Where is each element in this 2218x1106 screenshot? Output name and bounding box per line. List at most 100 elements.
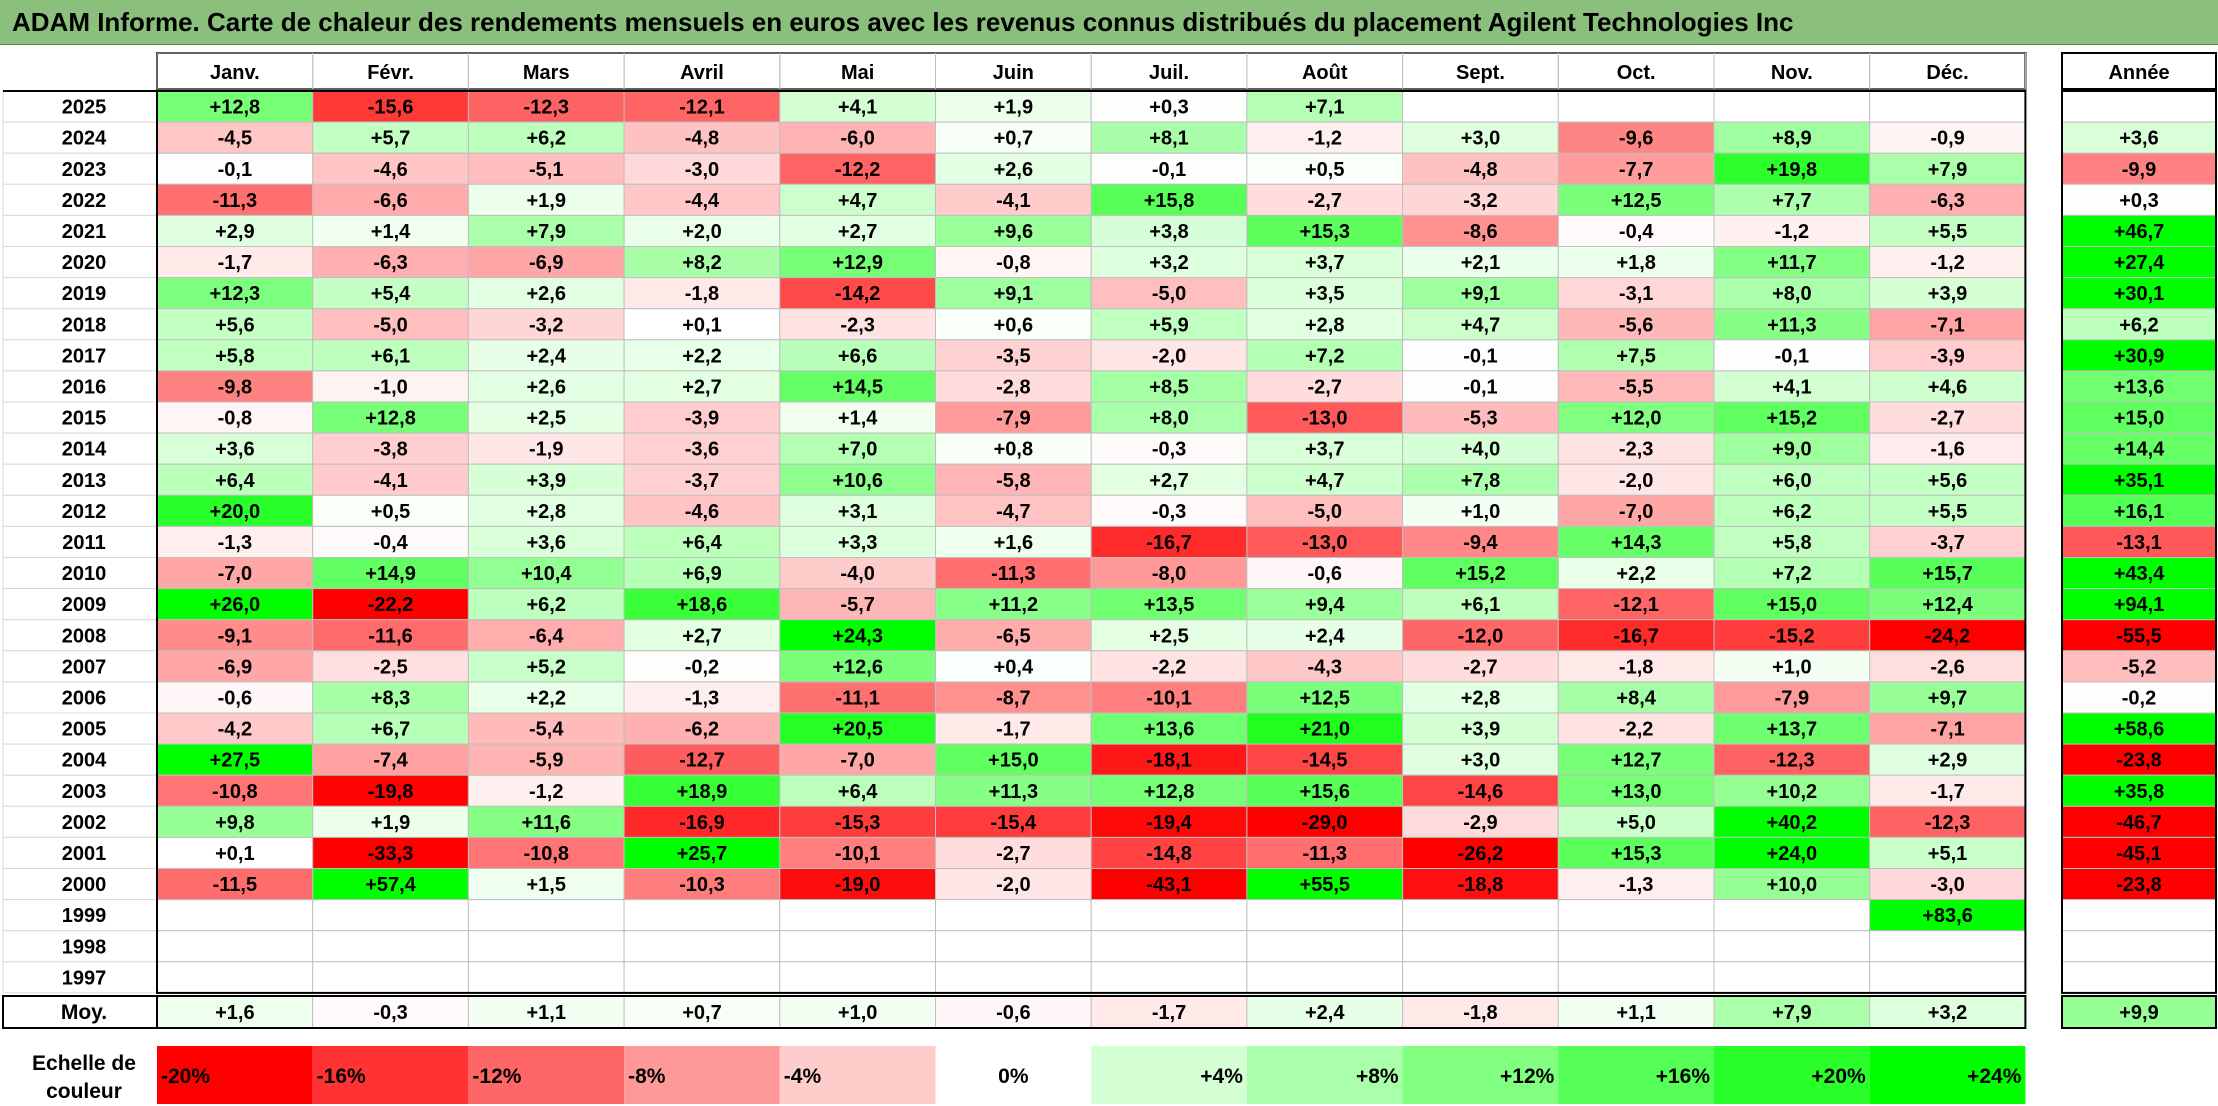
heatmap-cell: +12,8 — [312, 401, 469, 434]
scale-swatch-label: +24% — [1967, 1065, 2022, 1088]
heatmap-cell-label: +20,5 — [832, 719, 883, 741]
heatmap-cell-fill — [1869, 121, 2026, 154]
annual-cell-label: +30,1 — [2114, 283, 2165, 305]
annual-cell-label: -9,9 — [2122, 159, 2156, 181]
annual-cell-fill — [2061, 712, 2217, 745]
heatmap-cell: -10,1 — [1090, 681, 1248, 714]
year-label: 2004 — [62, 750, 107, 772]
heatmap-cell: -8,7 — [935, 681, 1092, 714]
heatmap-cell: -1,9 — [467, 432, 625, 465]
heatmap-cell-label: -10,1 — [1146, 687, 1192, 709]
heatmap-cell-fill — [935, 183, 1092, 216]
year-label: 2017 — [62, 345, 107, 367]
heatmap-cell: +12,8 — [156, 90, 314, 123]
heatmap-cell-label: -3,6 — [685, 439, 719, 461]
heatmap-cell: +0,4 — [935, 650, 1092, 683]
heatmap-cell: -16,7 — [1090, 525, 1248, 559]
heatmap-cell-fill — [623, 650, 781, 683]
heatmap-cell: -16,7 — [1557, 619, 1715, 652]
heatmap-cell-label: +5,6 — [215, 314, 254, 336]
heatmap-cell-label: +5,8 — [1772, 532, 1811, 554]
heatmap-cell-label: -16,7 — [1613, 625, 1659, 647]
heatmap-cell-fill — [1713, 930, 1871, 963]
heatmap-cell: +1,9 — [935, 90, 1092, 123]
heatmap-cell — [935, 899, 1092, 932]
heatmap-cell-label: -11,3 — [213, 190, 257, 212]
heatmap-cell-label: +19,8 — [1767, 159, 1818, 181]
scale-swatch: -4% — [779, 1046, 936, 1104]
heatmap-cell-fill — [312, 121, 469, 154]
heatmap-cell: +14,5 — [779, 370, 936, 403]
heatmap-cell-label: +5,4 — [371, 283, 411, 305]
annual-cell-fill — [2061, 339, 2217, 372]
heatmap-cell-label: +3,6 — [527, 532, 566, 554]
heatmap-cell-fill — [1713, 525, 1871, 559]
heatmap-cell-fill — [1557, 246, 1715, 279]
heatmap-cell: +4,7 — [779, 183, 936, 216]
heatmap-cell: -15,3 — [779, 805, 936, 838]
heatmap-cell-label: +15,2 — [1455, 563, 1506, 585]
heatmap-cell-label: +1,0 — [1461, 501, 1500, 523]
average-cell-label: +2,4 — [1305, 1002, 1345, 1024]
average-label: Moy. — [61, 1001, 107, 1024]
heatmap-cell-fill — [1713, 743, 1871, 776]
month-header: Mai — [841, 62, 874, 84]
heatmap-cell: -6,3 — [1869, 183, 2026, 216]
heatmap-cell-fill — [156, 463, 314, 496]
heatmap-cell-label: +10,0 — [1767, 874, 1818, 896]
average-frame — [156, 995, 2027, 1029]
heatmap-cell-fill — [1713, 463, 1871, 496]
heatmap-cell — [1090, 899, 1248, 932]
heatmap-cell-fill — [312, 961, 469, 994]
heatmap-cell-fill — [312, 930, 469, 963]
heatmap-cell-fill — [623, 183, 781, 216]
heatmap-cell-label: -0,9 — [1930, 128, 1964, 150]
heatmap-cell: -0,1 — [1402, 370, 1559, 403]
heatmap-cell-fill — [1557, 712, 1715, 745]
year-label: 2016 — [62, 376, 107, 398]
average-cell-label: -1,7 — [1152, 1002, 1186, 1024]
year-label: 2023 — [62, 159, 107, 181]
heatmap-cell: +10,2 — [1713, 774, 1871, 807]
heatmap-cell-label: -0,1 — [218, 159, 252, 181]
heatmap-cell: +1,8 — [1557, 246, 1715, 279]
heatmap-cell-label: +6,6 — [838, 345, 877, 367]
heatmap-cell: +8,1 — [1090, 121, 1248, 154]
heatmap-cell-fill — [1246, 588, 1404, 621]
year-label: 2022 — [62, 190, 107, 212]
year-label: 1998 — [62, 936, 107, 958]
heatmap-cell-label: -2,0 — [1152, 345, 1186, 367]
heatmap-cell-label: +12,9 — [832, 252, 883, 274]
heatmap-cell-fill — [1402, 183, 1559, 216]
heatmap-cell-label: +4,1 — [1772, 376, 1811, 398]
heatmap-cell: +11,2 — [935, 588, 1092, 621]
heatmap-cell-fill — [779, 121, 936, 154]
heatmap-cell-label: +14,5 — [832, 376, 883, 398]
heatmap-cell: +4,1 — [1713, 370, 1871, 403]
heatmap-cell-label: -4,4 — [685, 190, 720, 212]
heatmap-cell: -1,3 — [1557, 868, 1715, 901]
heatmap-cell-label: +26,0 — [210, 594, 261, 616]
annual-cell: -13,1 — [2061, 525, 2217, 559]
heatmap-cell: -11,3 — [935, 557, 1092, 590]
heatmap-cell: -1,0 — [312, 370, 469, 403]
heatmap-cell: +2,6 — [467, 277, 625, 310]
heatmap-cell — [1713, 899, 1871, 932]
heatmap-cell-label: -12,0 — [1458, 625, 1504, 647]
heatmap-cell-label: -4,0 — [840, 563, 874, 585]
heatmap-cell — [312, 961, 469, 994]
heatmap-cell-label: -15,2 — [1769, 625, 1815, 647]
heatmap-cell-fill — [935, 370, 1092, 403]
heatmap-cell-fill — [312, 401, 469, 434]
scale-swatch: +16% — [1558, 1046, 1714, 1104]
heatmap-cell-label: +2,2 — [527, 687, 566, 709]
month-header: Déc. — [1926, 62, 1968, 84]
heatmap-cell-label: -11,3 — [1303, 843, 1347, 865]
heatmap-cell: -3,2 — [1402, 183, 1559, 216]
heatmap-cell: +2,6 — [467, 370, 625, 403]
heatmap-cell-label: +8,2 — [682, 252, 721, 274]
annual-cell-fill — [2061, 899, 2217, 932]
heatmap-cell: -9,1 — [156, 619, 314, 652]
scale-swatch-label: -8% — [628, 1065, 666, 1088]
heatmap-cell: +3,3 — [779, 525, 936, 559]
